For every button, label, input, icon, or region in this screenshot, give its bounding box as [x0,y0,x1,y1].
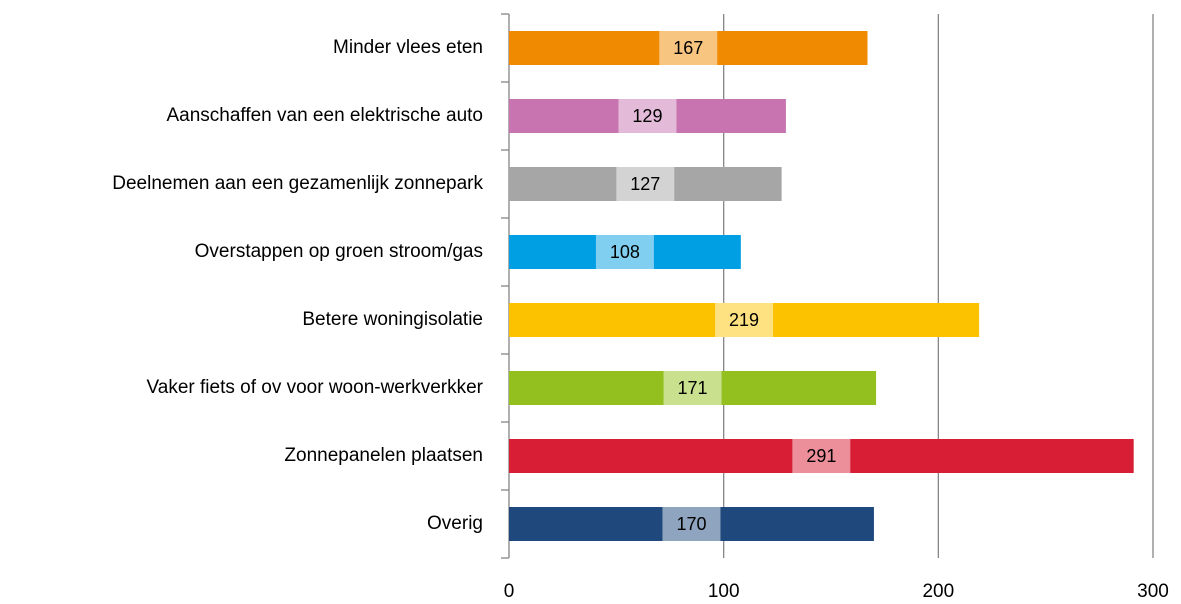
y-tick-label: Overig [427,513,483,534]
value-label: 291 [806,446,836,466]
value-label: 170 [676,514,706,534]
x-tick-label: 200 [922,581,954,602]
value-label: 219 [729,310,759,330]
value-label-box [662,507,721,541]
value-label-box [618,99,677,133]
value-label-box [792,439,851,473]
y-tick-label: Betere woningisolatie [302,309,483,330]
y-tick-label: Zonnepanelen plaatsen [284,445,483,466]
value-label-box [715,303,774,337]
value-label-box [595,235,654,269]
x-tick-label: 100 [708,581,740,602]
value-label-box [659,31,718,65]
value-label: 167 [673,38,703,58]
y-tick-label: Aanschaffen van een elektrische auto [166,105,483,126]
value-label: 127 [630,174,660,194]
y-tick-label: Deelnemen aan een gezamenlijk zonnepark [112,173,483,194]
x-tick-label: 0 [504,581,515,602]
x-tick-label: 300 [1137,581,1169,602]
value-label: 171 [678,378,708,398]
y-tick-label: Overstappen op groen stroom/gas [195,241,483,262]
value-label-box [663,371,722,405]
value-label: 129 [632,106,662,126]
y-tick-label: Vaker fiets of ov voor woon-werkverkker [147,377,484,398]
value-label-box [616,167,675,201]
y-tick-label: Minder vlees eten [333,37,483,58]
value-label: 108 [610,242,640,262]
